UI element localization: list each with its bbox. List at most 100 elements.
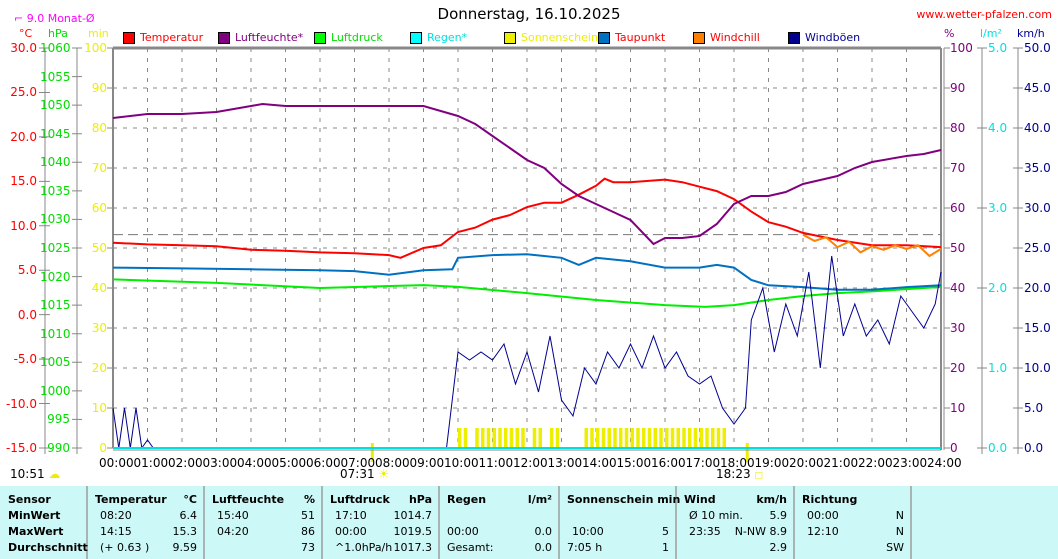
x-tick-label: 17:00 xyxy=(685,456,721,470)
x-tick-label: 02:00 xyxy=(168,456,203,470)
wind-tick-label: 15.0 xyxy=(1024,321,1051,335)
sunshine-bar xyxy=(590,428,594,448)
pressure-tick-label: 1010 xyxy=(40,326,71,341)
header-sensor: Sensor xyxy=(8,493,51,506)
sun-value: 1 xyxy=(662,541,669,554)
sun-unit: min xyxy=(88,27,109,40)
x-tick-label: 18:00 xyxy=(720,456,755,470)
sunset: 18:23 □ xyxy=(716,467,763,483)
pressure-tick-label: 1040 xyxy=(40,155,71,170)
humidity-tick-label: 80 xyxy=(950,121,966,135)
pressure-tick-label: 1055 xyxy=(40,69,71,84)
row-label-max: MaxWert xyxy=(8,525,64,538)
temp-tick-label: -10.0 xyxy=(5,396,37,411)
sunshine-bar xyxy=(596,428,600,448)
sunshine-bar xyxy=(555,428,560,448)
series-luftdruck-line xyxy=(112,278,942,308)
humidity-tick-label: 50 xyxy=(950,241,966,255)
press-time: 17:10 xyxy=(335,509,367,522)
chart-title: Donnerstag, 16.10.2025 xyxy=(437,5,621,23)
temp-tick-label: 15.0 xyxy=(10,174,37,189)
legend-item: Luftdruck xyxy=(314,31,383,44)
legend-label: Taupunkt xyxy=(615,31,666,44)
rain-time: Gesamt: xyxy=(447,541,494,554)
sunshine-bar xyxy=(504,428,508,448)
sun-icon: ☀ xyxy=(378,467,390,481)
temp-tick-label: 25.0 xyxy=(10,85,37,100)
sun-tick-label: 0 xyxy=(99,441,107,455)
sunshine-bar xyxy=(716,428,721,448)
sunshine-bar xyxy=(619,428,623,448)
sunset-label: 18:23 xyxy=(716,467,751,481)
current-time-label: 10:51 xyxy=(10,467,45,481)
col-hum: Luftfeuchte% 15:40 51 04:20 86 73 xyxy=(205,486,323,559)
legend-label: Luftdruck xyxy=(331,31,383,44)
humidity-tick-label: 60 xyxy=(950,201,966,215)
sunrise: 07:31 ☀ xyxy=(340,467,389,481)
pressure-tick-label: 1050 xyxy=(40,98,71,113)
row-label-min: MinWert xyxy=(8,509,61,522)
pressure-tick-label: 1020 xyxy=(40,269,71,284)
sun-tick-label: 60 xyxy=(91,201,107,215)
temp-tick-label: 5.0 xyxy=(17,263,37,278)
hum-value: 73 xyxy=(301,541,315,554)
sunshine-bar xyxy=(688,428,692,448)
sun-tick-label: 50 xyxy=(91,241,107,255)
monthly-average: ⌐ 9.0 Monat-Ø xyxy=(14,12,95,26)
dir-value: N xyxy=(895,509,904,522)
legend-label: Regen* xyxy=(427,31,468,44)
legend-label: Sonnenschein xyxy=(521,31,598,44)
monthly-average-label: 9.0 Monat-Ø xyxy=(26,12,95,25)
monthly-average-icon: ⌐ xyxy=(14,12,24,25)
sunshine-bar xyxy=(705,428,709,448)
wind-tick-label: 40.0 xyxy=(1024,121,1051,135)
header-press: Luftdruck xyxy=(330,493,390,506)
x-tick-label: 04:00 xyxy=(237,456,272,470)
hum-value: 51 xyxy=(301,509,315,522)
x-tick-label: 21:00 xyxy=(823,456,859,470)
pressure-tick-label: 1045 xyxy=(40,126,71,141)
sunshine-bar xyxy=(699,428,703,448)
x-tick-label: 06:00 xyxy=(306,456,341,470)
sunshine-bar xyxy=(647,428,652,448)
legend-item: Regen* xyxy=(410,31,467,44)
humidity-tick-label: 30 xyxy=(950,321,966,335)
sun-tick-label: 100 xyxy=(84,41,107,55)
series-luftfeuchte-line xyxy=(112,102,942,246)
x-tick-label: 08:00 xyxy=(375,456,410,470)
site-link[interactable]: www.wetter-pfalzen.com xyxy=(916,8,1052,21)
wind-tick-label: 30.0 xyxy=(1024,201,1051,215)
sunshine-bar xyxy=(475,428,479,448)
humidity-tick-label: 90 xyxy=(950,81,966,95)
x-tick-label: 01:00 xyxy=(133,456,169,470)
legend-label: Luftfeuchte* xyxy=(235,31,304,44)
col-wind: Wind km/h Ø 10 min. 5.9 23:35 N-NW 8.9 2.9 xyxy=(677,486,795,559)
rain-tick-label: 1.0 xyxy=(988,361,1008,375)
sunshine-bar xyxy=(521,428,525,448)
temp-value: 15.3 xyxy=(172,525,198,538)
temp-time: 08:20 xyxy=(100,509,132,522)
x-tick-label: 05:00 xyxy=(271,456,307,470)
series-windböen-line xyxy=(112,255,942,450)
col-temp: Temperatur °C 08:20 6.4 14:15 15.3 (+ 0.63 ) 9.… xyxy=(88,486,205,559)
sunshine-bar xyxy=(458,428,462,448)
sunshine-bar xyxy=(630,428,634,448)
wind-value: N-NW 8.9 xyxy=(734,525,787,538)
sunshine-bar xyxy=(538,428,542,448)
x-tick-label: 11:00 xyxy=(478,456,514,470)
sun-time: 7:05 h xyxy=(567,541,603,554)
hum-value: 86 xyxy=(301,525,315,538)
wind-unit: km/h xyxy=(1017,27,1045,40)
wind-time: 23:35 xyxy=(689,525,721,538)
header-sun: Sonnenschein min xyxy=(567,493,681,506)
sunset-icon: □ xyxy=(754,471,763,481)
wind-tick xyxy=(1013,447,1023,454)
col-empty xyxy=(912,486,1058,559)
sun-value: 5 xyxy=(662,525,669,538)
rain-time: 00:00 xyxy=(447,525,479,538)
press-value: 1017.3 xyxy=(393,541,433,554)
sunshine-bar xyxy=(601,428,606,448)
x-tick-label: 20:00 xyxy=(789,456,824,470)
pressure-unit: hPa xyxy=(48,27,68,40)
